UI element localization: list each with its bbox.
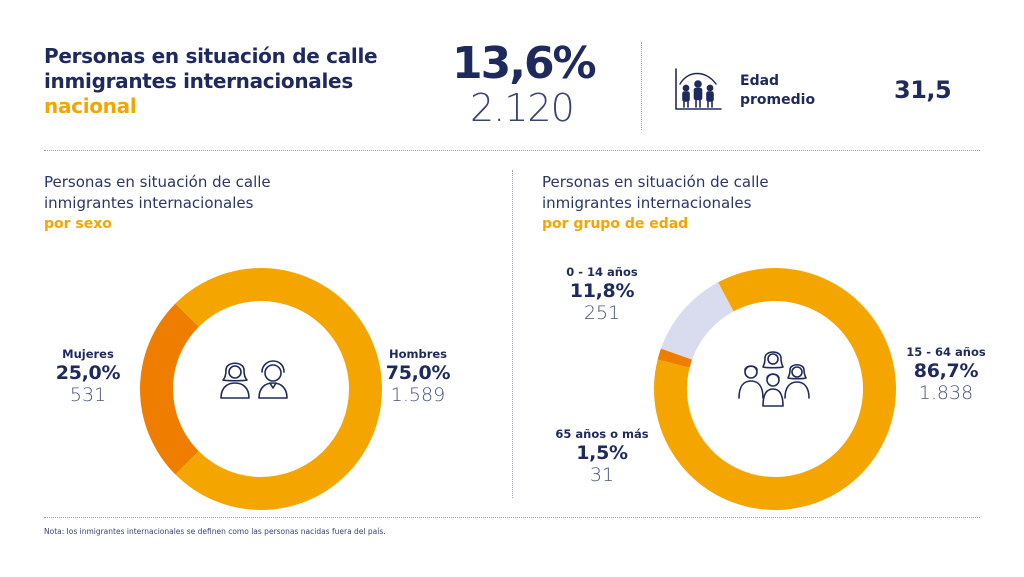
slice-percent: 11,8% <box>569 280 635 302</box>
slice-percent: 86,7% <box>913 360 979 382</box>
age-group-donut-chart <box>654 268 896 510</box>
horizontal-divider-top <box>44 150 980 151</box>
slice-label-65-plus: 65 años o más 1,5% 31 <box>552 426 652 486</box>
slice-count: 1.589 <box>390 384 446 406</box>
headline-percent: 13,6% <box>452 38 597 89</box>
age-title-line-3: por grupo de edad <box>542 216 689 232</box>
slice-count: 251 <box>583 302 621 324</box>
age-label-line-2: promedio <box>740 92 816 108</box>
donut-slice-mujeres <box>140 303 199 475</box>
slice-label-mujeres: Mujeres 25,0% 531 <box>48 346 128 406</box>
vertical-divider-middle <box>512 170 513 498</box>
sex-title-line-3: por sexo <box>44 216 112 232</box>
slice-name: 65 años o más <box>555 427 649 441</box>
age-average-value: 31,5 <box>894 76 952 104</box>
sex-donut-chart <box>140 268 382 510</box>
sex-title-line-1: Personas en situación de calle <box>44 173 271 191</box>
slice-count: 531 <box>69 384 107 406</box>
age-title-line-1: Personas en situación de calle <box>542 173 769 191</box>
sex-chart-title: Personas en situación de calle inmigrant… <box>44 172 424 235</box>
slice-count: 31 <box>589 464 615 486</box>
main-title: Personas en situación de calle inmigrant… <box>44 44 444 119</box>
slice-label-0-14: 0 - 14 años 11,8% 251 <box>552 264 652 324</box>
slice-percent: 1,5% <box>576 442 628 464</box>
sex-title-line-2: inmigrantes internacionales <box>44 194 254 212</box>
age-title-line-2: inmigrantes internacionales <box>542 194 752 212</box>
footnote: Nota: los inmigrantes internacionales se… <box>44 527 386 536</box>
title-line-1: Personas en situación de calle <box>44 44 378 68</box>
title-line-3: nacional <box>44 94 137 118</box>
vertical-divider-top <box>641 42 642 130</box>
slice-name: 0 - 14 años <box>566 265 638 279</box>
family-age-chart-icon <box>675 68 722 110</box>
slice-name: Mujeres <box>62 347 114 361</box>
slice-count: 1.838 <box>918 382 974 404</box>
donut-slice-hombres <box>175 268 382 510</box>
slice-label-15-64: 15 - 64 años 86,7% 1.838 <box>896 344 996 404</box>
donut-slice-0-14-a-os <box>660 282 734 360</box>
slice-percent: 25,0% <box>55 362 121 384</box>
slice-percent: 75,0% <box>385 362 451 384</box>
donut-slice-65-a-os-o-m-s <box>657 348 693 368</box>
age-label-line-1: Edad <box>740 73 780 89</box>
headline-count: 2.120 <box>470 86 575 130</box>
age-average-label: Edad promedio <box>740 72 815 110</box>
slice-name: 15 - 64 años <box>906 345 986 359</box>
age-group-chart-title: Personas en situación de calle inmigrant… <box>542 172 922 235</box>
slice-name: Hombres <box>388 347 448 361</box>
title-line-2: inmigrantes internacionales <box>44 69 353 93</box>
family-group-icon <box>738 351 810 407</box>
horizontal-divider-bottom <box>44 517 980 518</box>
woman-man-icon <box>220 360 288 399</box>
slice-label-hombres: Hombres 75,0% 1.589 <box>376 346 460 406</box>
